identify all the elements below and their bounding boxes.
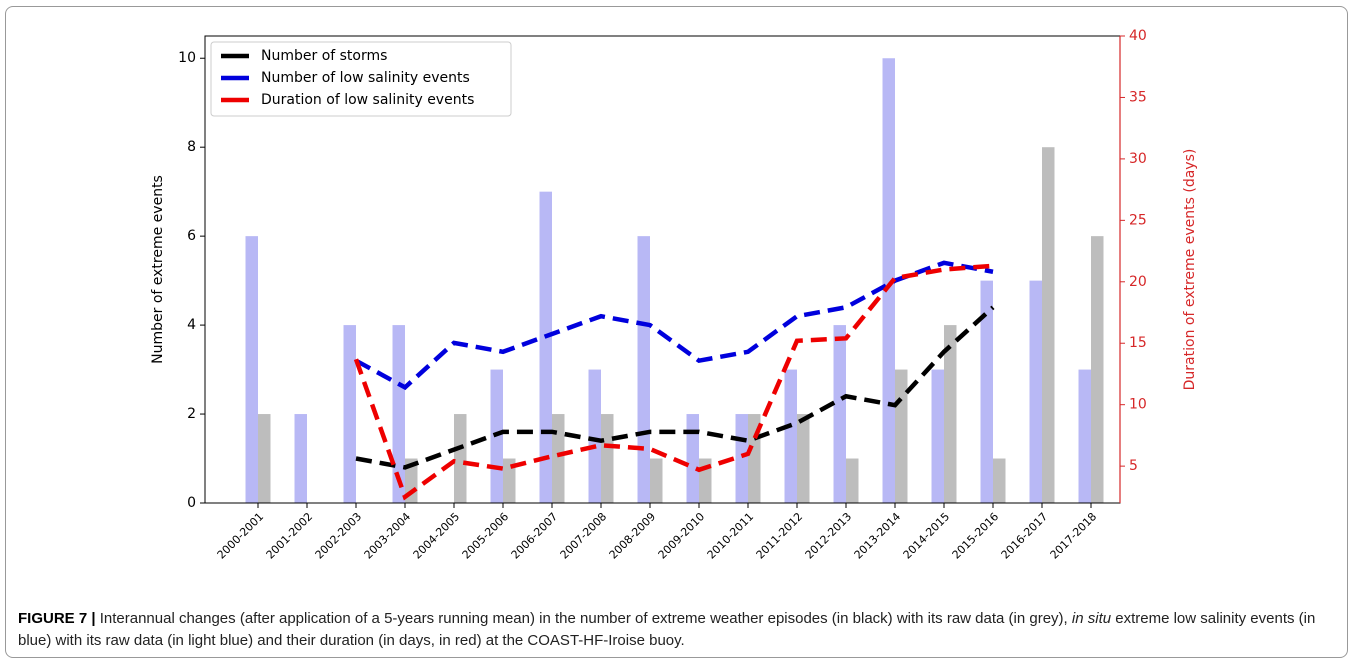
x-tick-label: 2001-2002: [264, 510, 316, 562]
x-tick-label: 2008-2009: [607, 510, 659, 562]
caption-text: extreme low salinity events (in blue) wi…: [18, 610, 1316, 649]
bar: [650, 458, 663, 503]
line: [355, 305, 995, 470]
x-tick-label: 2005-2006: [460, 510, 512, 562]
bar: [993, 458, 1006, 503]
x-tick-label: 2010-2011: [705, 510, 757, 562]
y-tick-label: 2: [187, 406, 196, 422]
y2-tick-label: 5: [1129, 458, 1138, 474]
x-tick-label: 2004-2005: [411, 510, 463, 562]
bar: [882, 58, 895, 503]
y2-tick-label: 15: [1129, 335, 1147, 351]
y2-tick-label: 35: [1129, 89, 1147, 105]
bar: [846, 458, 859, 503]
legend-label: Duration of low salinity events: [261, 92, 474, 108]
bar: [343, 325, 356, 503]
x-tick-label: 2014-2015: [901, 510, 953, 562]
caption-text: Interannual changes (after application o…: [95, 610, 1072, 627]
caption-label: FIGURE 7 |: [18, 610, 96, 627]
bar: [1091, 236, 1104, 503]
bar: [503, 458, 516, 503]
line: [353, 263, 994, 501]
x-tick-label: 2016-2017: [999, 510, 1051, 562]
bar: [552, 414, 565, 503]
y-tick-label: 10: [178, 50, 196, 66]
bar: [895, 369, 908, 503]
bar: [833, 325, 846, 503]
x-tick-label: 2012-2013: [803, 510, 855, 562]
bar: [1042, 147, 1055, 503]
bar: [454, 414, 467, 503]
legend-label: Number of storms: [261, 48, 387, 64]
bar: [1029, 280, 1042, 503]
y2-tick-label: 10: [1129, 397, 1147, 413]
x-tick-label: 2006-2007: [509, 510, 561, 562]
bar: [637, 236, 650, 503]
x-tick-label: 2015-2016: [950, 510, 1002, 562]
x-tick-label: 2000-2001: [215, 510, 267, 562]
bar: [601, 414, 614, 503]
bar: [931, 369, 944, 503]
caption: FIGURE 7 | Interannual changes (after ap…: [18, 608, 1343, 652]
bar: [980, 280, 993, 503]
y2-axis-label: Duration of extreme events (days): [1182, 149, 1198, 391]
y2-tick-label: 40: [1129, 28, 1147, 44]
x-tick-label: 2013-2014: [852, 510, 904, 562]
x-tick-label: 2007-2008: [558, 510, 610, 562]
x-tick-label: 2003-2004: [362, 510, 414, 562]
chart: 0 2 4 6 8 10 5 10 15 20 25 30 35 40 2000-20012001-2002…: [150, 28, 1198, 562]
y-tick-label: 4: [187, 317, 196, 333]
bar: [588, 369, 601, 503]
bar: [784, 369, 797, 503]
bar: [258, 414, 271, 503]
bar: [686, 414, 699, 503]
y-tick-label: 8: [187, 139, 196, 155]
y-tick-label: 0: [187, 495, 196, 511]
x-tick-label: 2002-2003: [313, 510, 365, 562]
y2-tick-label: 20: [1129, 274, 1147, 290]
bar: [539, 191, 552, 503]
x-tick-label: 2017-2018: [1048, 510, 1100, 562]
y2-tick-label: 30: [1129, 151, 1147, 167]
legend-box: [210, 41, 512, 117]
bar: [735, 414, 748, 503]
legend-label: Number of low salinity events: [261, 70, 470, 86]
y2-tick-label: 25: [1129, 212, 1147, 228]
bar: [797, 414, 810, 503]
bar: [1078, 369, 1091, 503]
line: [354, 260, 994, 391]
y-tick-label: 6: [187, 228, 196, 244]
x-tick-label: 2009-2010: [656, 510, 708, 562]
bar: [245, 236, 258, 503]
bar: [392, 325, 405, 503]
bar: [294, 414, 307, 503]
y-axis-label: Number of extreme events: [150, 175, 166, 364]
x-tick-label: 2011-2012: [754, 510, 806, 562]
figure-frame: [5, 6, 1348, 658]
caption-emphasis: in situ: [1071, 610, 1112, 627]
bar: [944, 325, 957, 503]
